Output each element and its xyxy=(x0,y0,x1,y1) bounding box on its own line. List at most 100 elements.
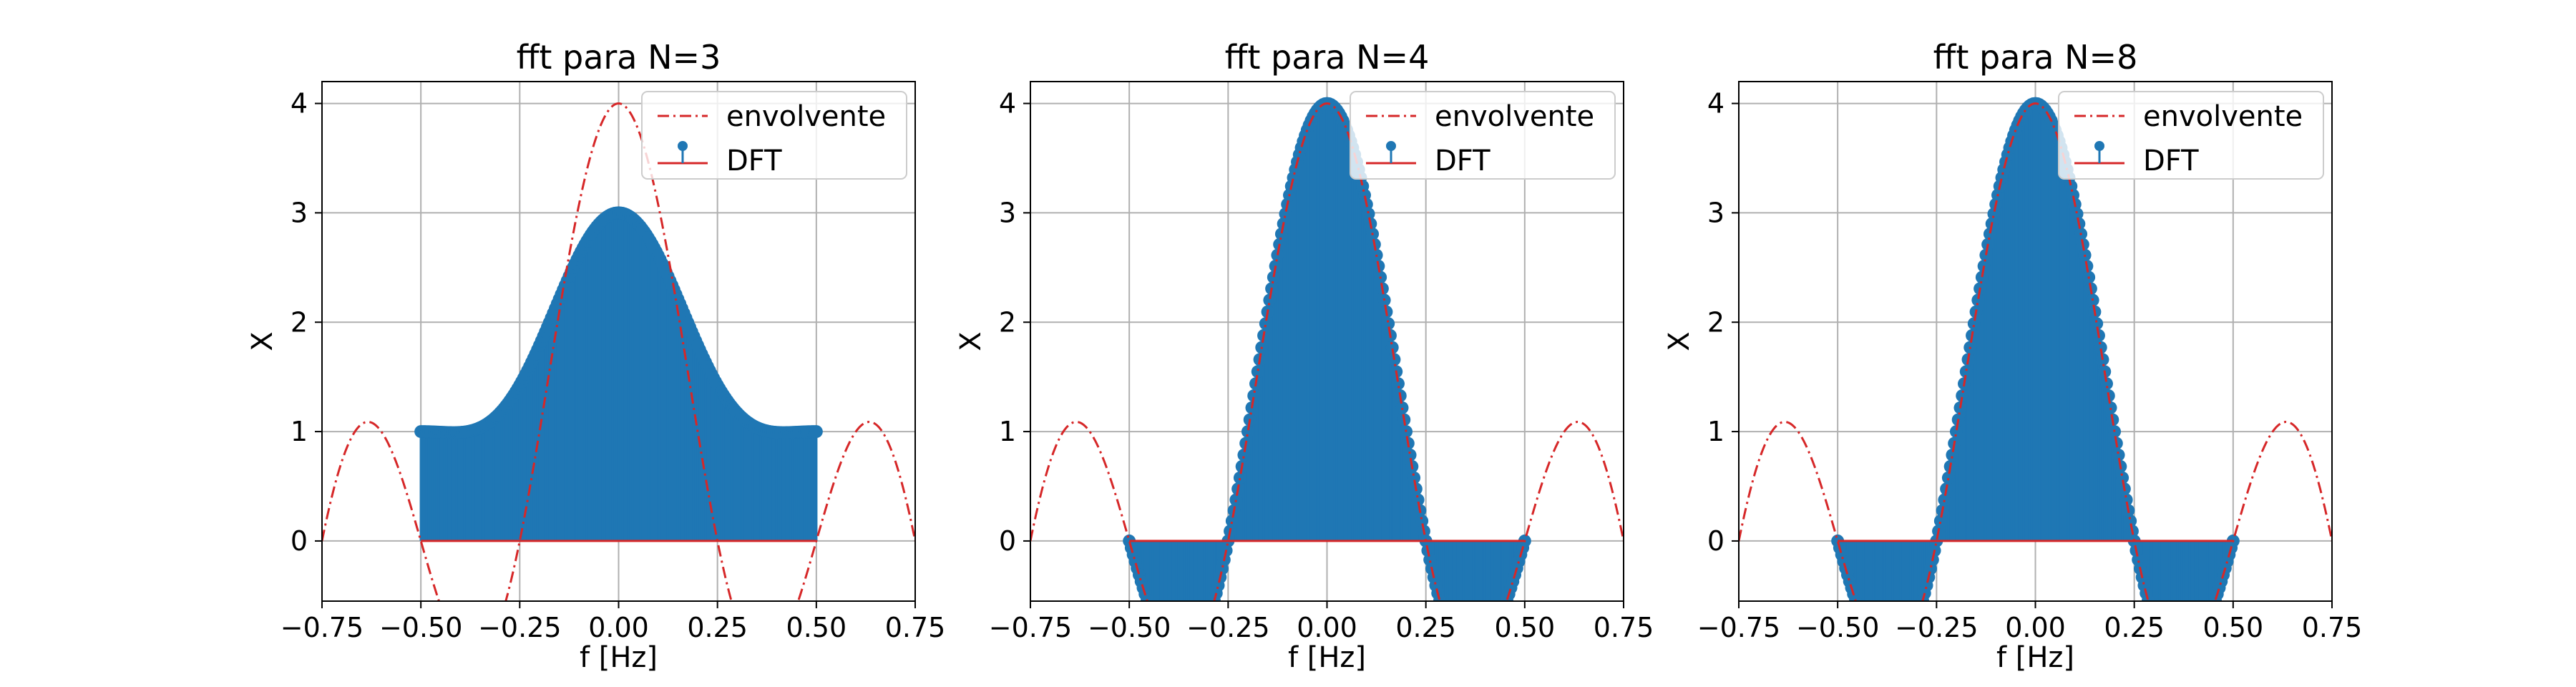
x-tick-label: 0.75 xyxy=(1594,612,1654,643)
legend: envolvente DFT xyxy=(1350,91,1616,180)
subplot-2: −0.75 −0.50 −0.25 0.00 0.25 0.50 0.75 0 1 2 3 4 fft … xyxy=(955,38,1654,674)
x-tick-label: −0.75 xyxy=(1697,612,1780,643)
envelope-line xyxy=(1030,102,1624,601)
ticks: −0.75 −0.50 −0.25 0.00 0.25 0.50 0.75 0 1 2 3 4 xyxy=(989,88,1654,643)
x-tick-label: −0.25 xyxy=(478,612,561,643)
y-tick-label: 3 xyxy=(291,197,308,228)
ticks: −0.75 −0.50 −0.25 0.00 0.25 0.50 0.75 0 1 2 3 4 xyxy=(1697,88,2363,643)
legend-box xyxy=(641,91,907,180)
legend-box xyxy=(1350,91,1616,180)
dft-marker xyxy=(1229,493,1243,507)
dft-marker xyxy=(1971,293,1985,307)
legend-dft-marker-swatch xyxy=(678,141,688,151)
dft-marker xyxy=(1938,493,1951,507)
envelope-line xyxy=(1739,102,2332,601)
x-tick-label: −0.25 xyxy=(1895,612,1978,643)
x-tick-label: −0.75 xyxy=(989,612,1072,643)
x-tick-label: −0.50 xyxy=(379,612,462,643)
y-tick-label: 2 xyxy=(1707,306,1724,338)
dft-marker xyxy=(1391,377,1405,391)
dft-marker xyxy=(1251,365,1264,379)
x-tick-label: 0.25 xyxy=(1395,612,1456,643)
legend: envolvente DFT xyxy=(641,91,907,180)
dft-marker xyxy=(1274,227,1288,240)
chart-title: fft para N=4 xyxy=(1225,38,1430,77)
y-tick-label: 3 xyxy=(1707,197,1724,228)
x-tick-label: −0.25 xyxy=(1186,612,1269,643)
y-tick-label: 4 xyxy=(999,88,1016,120)
dft-marker xyxy=(1407,471,1421,484)
dft-marker xyxy=(1241,425,1254,439)
dft-marker xyxy=(2116,471,2129,484)
legend-dft-marker-swatch xyxy=(2094,141,2104,151)
dft-marker xyxy=(1933,514,1947,527)
dft-marker xyxy=(1941,471,1955,484)
subplot-1: −0.75 −0.50 −0.25 0.00 0.25 0.50 0.75 0 1 2 3 4 fft … xyxy=(246,38,945,674)
dft-marker xyxy=(1263,293,1277,307)
y-tick-label: 2 xyxy=(291,306,308,338)
x-tick-label: −0.50 xyxy=(1088,612,1171,643)
dft-marker xyxy=(1956,389,1969,402)
x-tick-label: 0.50 xyxy=(2203,612,2264,643)
dft-marker xyxy=(1946,448,1959,462)
legend-envelope-label: envolvente xyxy=(1435,100,1594,133)
dft-marker xyxy=(1247,389,1261,402)
dft-marker xyxy=(1385,341,1399,354)
dft-marker xyxy=(2104,401,2117,414)
plot-area xyxy=(322,102,915,601)
y-tick-label: 4 xyxy=(1707,88,1724,120)
legend-dft-label: DFT xyxy=(2143,145,2199,177)
ticks: −0.75 −0.50 −0.25 0.00 0.25 0.50 0.75 0 1 2 3 4 xyxy=(280,88,946,643)
y-tick-label: 2 xyxy=(999,306,1016,338)
legend-envelope-label: envolvente xyxy=(2143,100,2303,133)
dft-marker xyxy=(1259,317,1272,331)
y-tick-label: 1 xyxy=(1707,416,1724,447)
chart-title: fft para N=3 xyxy=(517,38,721,77)
y-tick-label: 4 xyxy=(291,88,308,120)
x-axis-label: f [Hz] xyxy=(580,641,658,674)
y-tick-label: 1 xyxy=(999,416,1016,447)
dft-marker xyxy=(1225,514,1239,527)
x-tick-label: 0.75 xyxy=(885,612,946,643)
dft-marker xyxy=(1411,493,1425,507)
x-tick-label: 0.75 xyxy=(2302,612,2363,643)
subplot-3: −0.75 −0.50 −0.25 0.00 0.25 0.50 0.75 0 1 2 3 4 fft … xyxy=(1663,38,2362,674)
dft-marker xyxy=(1949,425,1963,439)
plot-area xyxy=(1030,97,1624,601)
dft-marker xyxy=(1415,514,1429,527)
dft-marker xyxy=(1403,448,1417,462)
y-tick-label: 0 xyxy=(291,525,308,557)
envelope-line xyxy=(322,102,915,601)
dft-markers xyxy=(414,206,823,439)
dft-marker xyxy=(1267,271,1280,284)
legend-box xyxy=(2058,91,2324,180)
legend: envolvente DFT xyxy=(2058,91,2324,180)
x-tick-label: −0.75 xyxy=(280,612,364,643)
dft-marker xyxy=(1849,593,1863,601)
x-tick-label: 0.50 xyxy=(1495,612,1556,643)
y-axis-label: X xyxy=(955,331,987,351)
dft-marker xyxy=(2090,317,2104,331)
dft-marker xyxy=(1279,207,1292,220)
x-tick-label: 0.50 xyxy=(786,612,847,643)
x-tick-label: 0.25 xyxy=(2104,612,2165,643)
legend-dft-marker-swatch xyxy=(1386,141,1396,151)
dft-marker xyxy=(1967,317,1981,331)
dft-marker xyxy=(1233,471,1246,484)
legend-dft-label: DFT xyxy=(1435,145,1491,177)
dft-marker xyxy=(2094,341,2107,354)
dft-stems xyxy=(1130,103,1524,601)
dft-stems xyxy=(1838,103,2233,601)
x-tick-label: −0.50 xyxy=(1796,612,1879,643)
dft-marker xyxy=(1983,227,1996,240)
dft-marker xyxy=(809,425,823,439)
x-axis-label: f [Hz] xyxy=(1996,641,2074,674)
x-tick-label: 0.00 xyxy=(588,612,649,643)
plot-area xyxy=(1739,97,2332,601)
dft-marker xyxy=(2099,377,2113,391)
y-tick-label: 1 xyxy=(291,416,308,447)
y-tick-label: 0 xyxy=(999,525,1016,557)
legend-envelope-label: envolvente xyxy=(726,100,886,133)
dft-marker xyxy=(1362,207,1375,220)
